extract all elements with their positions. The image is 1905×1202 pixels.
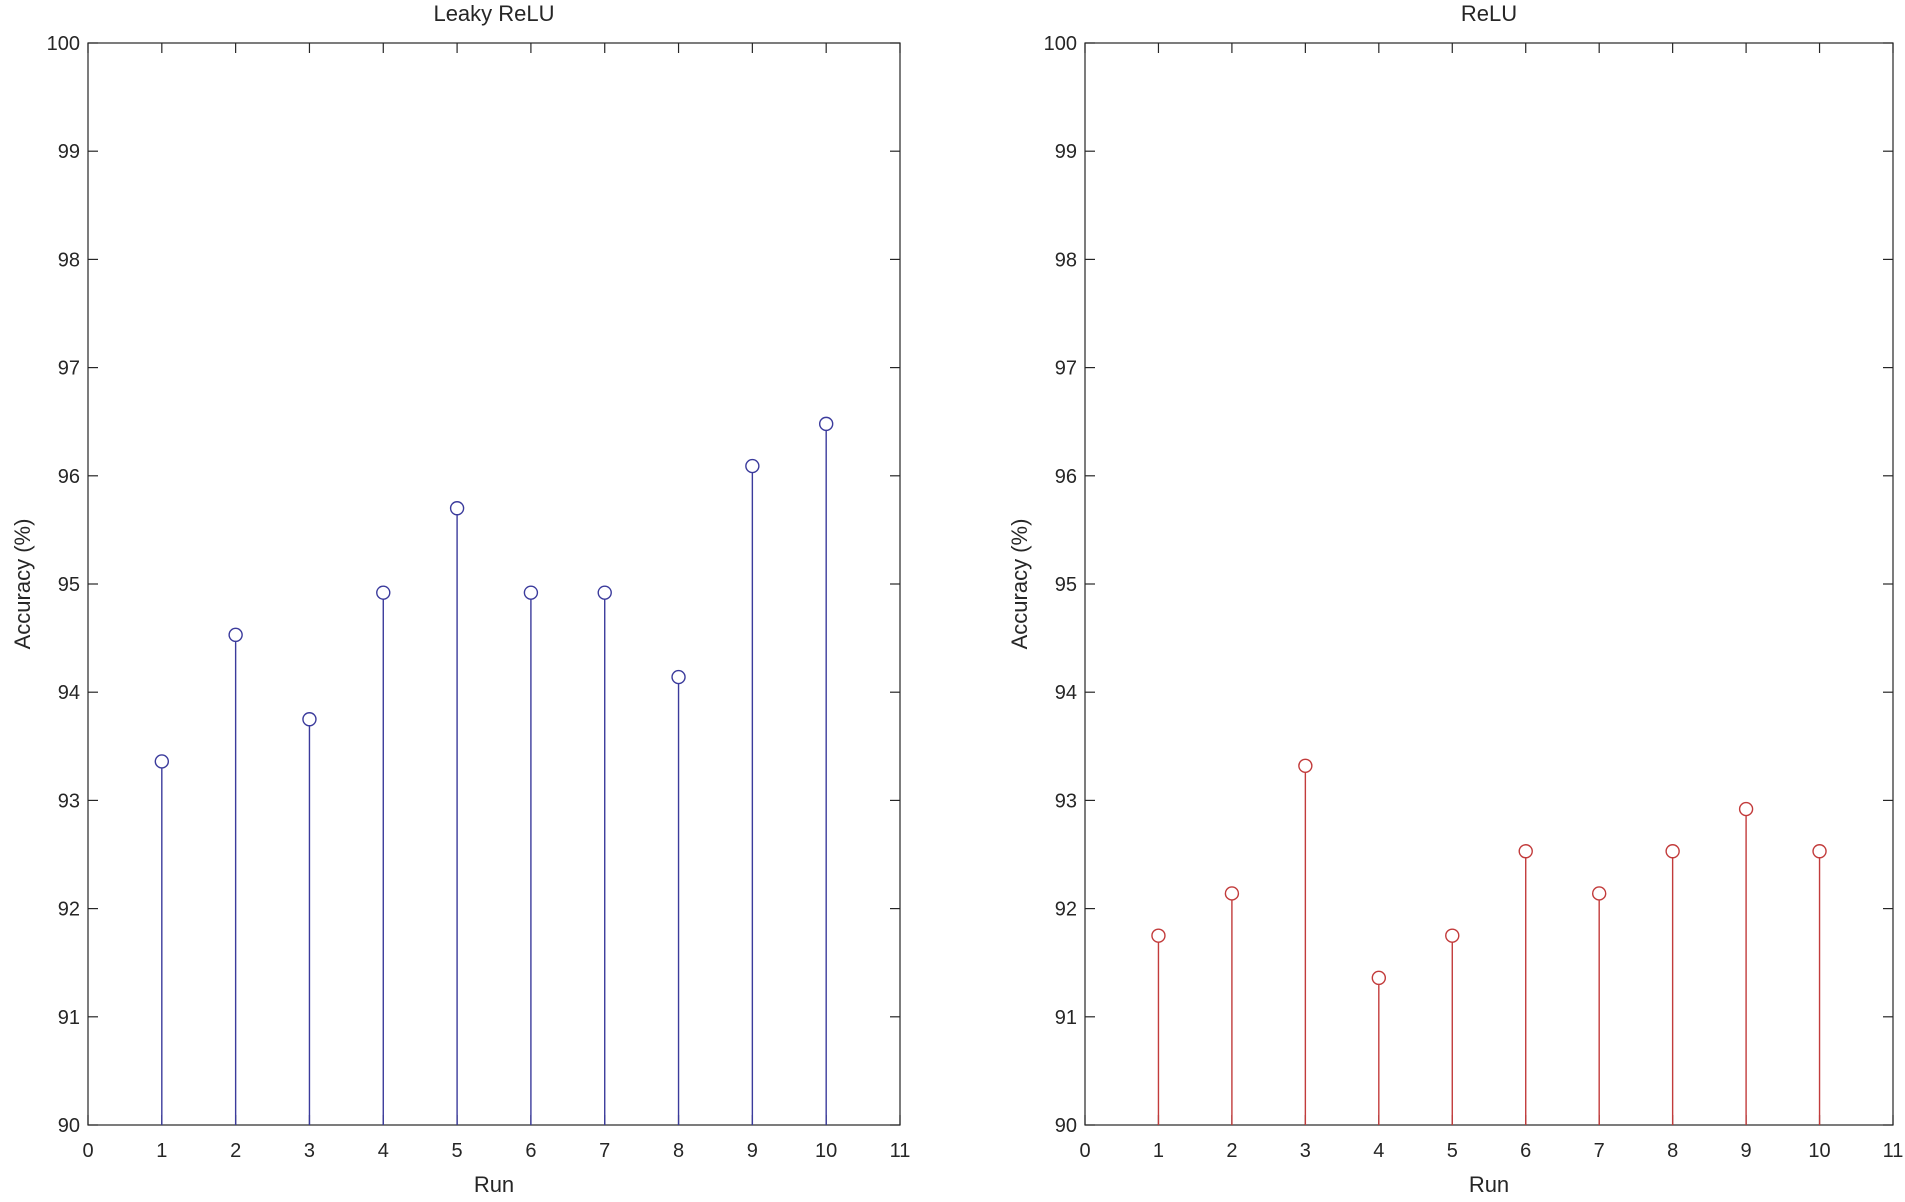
y-tick-label: 92 <box>1055 899 1077 921</box>
y-axis-label: Accuracy (%) <box>10 519 35 650</box>
x-tick-label: 10 <box>1808 1140 1830 1162</box>
y-axis-label: Accuracy (%) <box>1007 519 1032 650</box>
stem-marker <box>154 754 170 769</box>
x-tick-label: 0 <box>1079 1140 1090 1162</box>
chart-panel-1: 90 91 92 93 94 95 96 97 98 99 100 0 1 2 3 4 5 6 7 8 9 10 11 Lea… <box>10 1 910 1197</box>
chart-panel-2: 90 91 92 93 94 95 96 97 98 99 100 0 1 2 3 4 5 6 7 8 9 10 11 ReL… <box>1007 1 1903 1197</box>
y-tick-label: 90 <box>1055 1115 1077 1137</box>
x-tick-label: 1 <box>156 1140 167 1162</box>
stem-marker <box>1445 928 1460 943</box>
y-tick-label: 96 <box>58 466 80 488</box>
stem-marker <box>228 627 243 643</box>
y-tick-label: 95 <box>58 574 80 596</box>
y-tick-label: 97 <box>58 358 80 380</box>
x-tick-label: 1 <box>1153 1140 1164 1162</box>
x-tick-label: 7 <box>1594 1140 1605 1162</box>
chart-title: Leaky ReLU <box>433 1 554 26</box>
stem-marker <box>376 585 391 600</box>
y-tick-label: 94 <box>58 682 80 704</box>
y-tick-label: 91 <box>58 1007 80 1029</box>
y-tick-label: 98 <box>1055 249 1077 271</box>
x-tick-label: 10 <box>815 1140 837 1162</box>
y-tick-label: 100 <box>47 33 80 55</box>
stem-marker <box>597 585 612 600</box>
x-axis-label: Run <box>474 1172 514 1197</box>
y-tick-label: 99 <box>58 141 80 163</box>
x-tick-label: 4 <box>378 1140 389 1162</box>
x-tick-label: 8 <box>673 1140 684 1162</box>
stem-marker <box>1518 844 1533 859</box>
stem-marker <box>1371 970 1387 986</box>
y-tick-label: 90 <box>58 1115 80 1137</box>
x-tick-label: 11 <box>1883 1140 1904 1162</box>
axes-box <box>87 42 901 1126</box>
stem-marker <box>302 712 317 727</box>
stem-marker <box>1812 844 1827 859</box>
chart-title: ReLU <box>1461 1 1517 26</box>
x-tick-label: 11 <box>890 1140 911 1162</box>
x-tick-label: 9 <box>1741 1140 1752 1162</box>
y-tick-label: 92 <box>58 899 80 921</box>
x-tick-label: 3 <box>304 1140 315 1162</box>
stem-marker <box>818 416 834 432</box>
x-tick-label: 5 <box>452 1140 463 1162</box>
stem-marker <box>1224 886 1240 901</box>
stem-marker <box>523 585 539 600</box>
x-tick-label: 3 <box>1300 1140 1311 1162</box>
stem-marker <box>1738 801 1754 817</box>
stem-marker <box>671 669 686 685</box>
y-tick-label: 100 <box>1044 33 1077 55</box>
y-tick-label: 98 <box>58 249 80 271</box>
y-tick-label: 94 <box>1055 682 1077 704</box>
y-tick-label: 91 <box>1055 1007 1077 1029</box>
y-tick-label: 93 <box>1055 790 1077 812</box>
x-tick-label: 2 <box>1226 1140 1237 1162</box>
x-tick-label: 0 <box>82 1140 93 1162</box>
x-tick-label: 7 <box>599 1140 610 1162</box>
y-tick-label: 93 <box>58 790 80 812</box>
x-tick-label: 2 <box>230 1140 241 1162</box>
x-axis-label: Run <box>1469 1172 1509 1197</box>
y-tick-label: 97 <box>1055 358 1077 380</box>
x-tick-label: 8 <box>1667 1140 1678 1162</box>
x-tick-label: 9 <box>747 1140 758 1162</box>
y-tick-label: 96 <box>1055 466 1077 488</box>
stem-marker <box>1151 928 1166 943</box>
stem-marker <box>1665 844 1680 859</box>
stem-marker <box>1591 886 1607 901</box>
y-tick-label: 95 <box>1055 574 1077 596</box>
axes-box <box>1084 42 1894 1126</box>
x-tick-label: 6 <box>1520 1140 1531 1162</box>
y-tick-label: 99 <box>1055 141 1077 163</box>
stem-marker <box>1298 758 1313 773</box>
x-tick-label: 5 <box>1447 1140 1458 1162</box>
stem-marker <box>449 501 465 516</box>
x-tick-label: 4 <box>1373 1140 1384 1162</box>
x-tick-label: 6 <box>525 1140 536 1162</box>
stem-marker <box>745 458 760 474</box>
